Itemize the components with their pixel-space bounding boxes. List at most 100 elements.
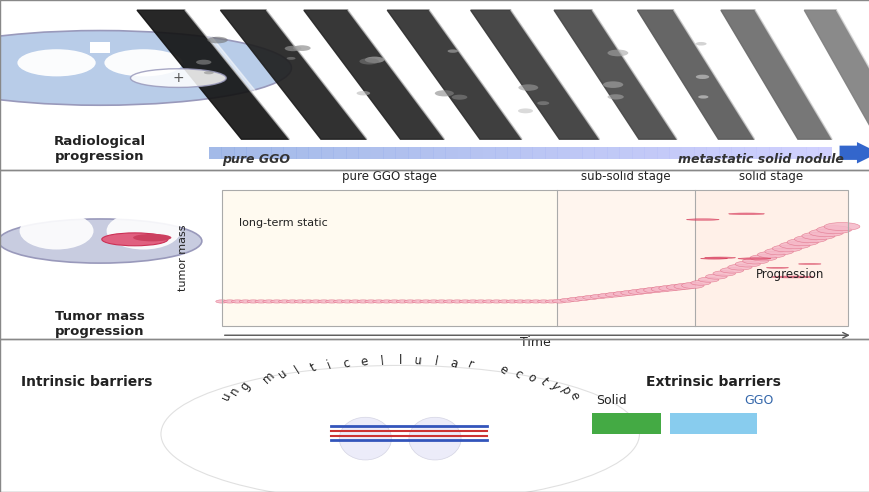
Ellipse shape — [704, 257, 735, 258]
Ellipse shape — [309, 300, 322, 303]
FancyBboxPatch shape — [494, 147, 507, 159]
Ellipse shape — [771, 276, 813, 278]
Ellipse shape — [514, 300, 526, 303]
Ellipse shape — [212, 76, 232, 83]
Ellipse shape — [348, 300, 361, 303]
Ellipse shape — [705, 274, 726, 279]
Ellipse shape — [749, 255, 776, 261]
Ellipse shape — [766, 267, 787, 268]
Ellipse shape — [590, 294, 607, 299]
FancyBboxPatch shape — [631, 147, 645, 159]
FancyBboxPatch shape — [221, 147, 235, 159]
Ellipse shape — [439, 73, 454, 78]
Ellipse shape — [443, 300, 455, 303]
Ellipse shape — [482, 300, 494, 303]
Ellipse shape — [212, 66, 230, 73]
FancyBboxPatch shape — [805, 147, 819, 159]
Ellipse shape — [545, 300, 557, 303]
Ellipse shape — [17, 49, 96, 76]
Ellipse shape — [216, 51, 229, 55]
Ellipse shape — [798, 263, 820, 265]
Ellipse shape — [529, 300, 541, 303]
Polygon shape — [673, 10, 759, 139]
FancyBboxPatch shape — [507, 147, 520, 159]
Text: pure GGO stage: pure GGO stage — [342, 170, 436, 184]
Ellipse shape — [574, 296, 590, 301]
FancyBboxPatch shape — [358, 147, 371, 159]
Ellipse shape — [498, 300, 510, 303]
Ellipse shape — [720, 268, 743, 273]
Text: r: r — [466, 358, 475, 372]
Text: t: t — [537, 375, 550, 388]
Ellipse shape — [372, 35, 384, 39]
FancyBboxPatch shape — [544, 147, 557, 159]
Ellipse shape — [537, 300, 549, 303]
Ellipse shape — [650, 286, 671, 292]
Ellipse shape — [605, 108, 617, 113]
Ellipse shape — [289, 97, 297, 100]
FancyBboxPatch shape — [370, 147, 383, 159]
FancyBboxPatch shape — [408, 147, 421, 159]
FancyBboxPatch shape — [90, 205, 110, 215]
FancyBboxPatch shape — [718, 147, 732, 159]
Text: u: u — [275, 366, 289, 381]
FancyBboxPatch shape — [656, 147, 669, 159]
FancyBboxPatch shape — [445, 147, 458, 159]
Ellipse shape — [490, 300, 502, 303]
Ellipse shape — [658, 285, 679, 291]
FancyBboxPatch shape — [222, 190, 556, 326]
FancyBboxPatch shape — [295, 147, 308, 159]
Ellipse shape — [605, 292, 622, 297]
Ellipse shape — [643, 287, 663, 293]
Ellipse shape — [388, 300, 400, 303]
FancyBboxPatch shape — [768, 147, 781, 159]
Ellipse shape — [537, 39, 549, 43]
Ellipse shape — [697, 70, 706, 73]
Ellipse shape — [567, 297, 582, 302]
Text: +: + — [172, 71, 184, 85]
Text: l: l — [398, 354, 401, 368]
FancyBboxPatch shape — [258, 147, 271, 159]
Ellipse shape — [582, 295, 598, 300]
Ellipse shape — [698, 277, 718, 282]
Text: GGO: GGO — [743, 394, 773, 407]
Ellipse shape — [456, 56, 471, 61]
Ellipse shape — [231, 300, 243, 303]
Text: y: y — [547, 379, 562, 393]
Text: n: n — [228, 384, 242, 398]
FancyArrow shape — [839, 142, 869, 163]
Ellipse shape — [673, 283, 695, 289]
Ellipse shape — [216, 300, 228, 303]
Ellipse shape — [20, 212, 94, 249]
Polygon shape — [592, 10, 681, 139]
FancyBboxPatch shape — [556, 190, 694, 326]
Text: tumor mass: tumor mass — [177, 225, 188, 291]
FancyBboxPatch shape — [780, 147, 793, 159]
Ellipse shape — [506, 300, 518, 303]
FancyBboxPatch shape — [556, 147, 570, 159]
Text: Solid: Solid — [595, 394, 626, 407]
Ellipse shape — [823, 222, 859, 231]
Ellipse shape — [808, 229, 842, 237]
Ellipse shape — [435, 300, 448, 303]
Text: t: t — [308, 361, 318, 374]
Ellipse shape — [727, 264, 751, 270]
Ellipse shape — [779, 242, 809, 249]
Text: solid stage: solid stage — [739, 170, 803, 184]
FancyBboxPatch shape — [706, 147, 719, 159]
FancyBboxPatch shape — [395, 147, 408, 159]
Ellipse shape — [690, 280, 710, 285]
FancyBboxPatch shape — [818, 147, 831, 159]
Ellipse shape — [380, 300, 392, 303]
Ellipse shape — [786, 239, 818, 246]
Ellipse shape — [700, 258, 726, 259]
FancyBboxPatch shape — [581, 147, 594, 159]
Ellipse shape — [686, 219, 719, 220]
FancyBboxPatch shape — [693, 147, 706, 159]
Ellipse shape — [793, 235, 826, 243]
Text: i: i — [325, 359, 333, 372]
Ellipse shape — [474, 300, 487, 303]
Ellipse shape — [607, 89, 626, 95]
Ellipse shape — [772, 245, 801, 252]
Ellipse shape — [278, 300, 290, 303]
